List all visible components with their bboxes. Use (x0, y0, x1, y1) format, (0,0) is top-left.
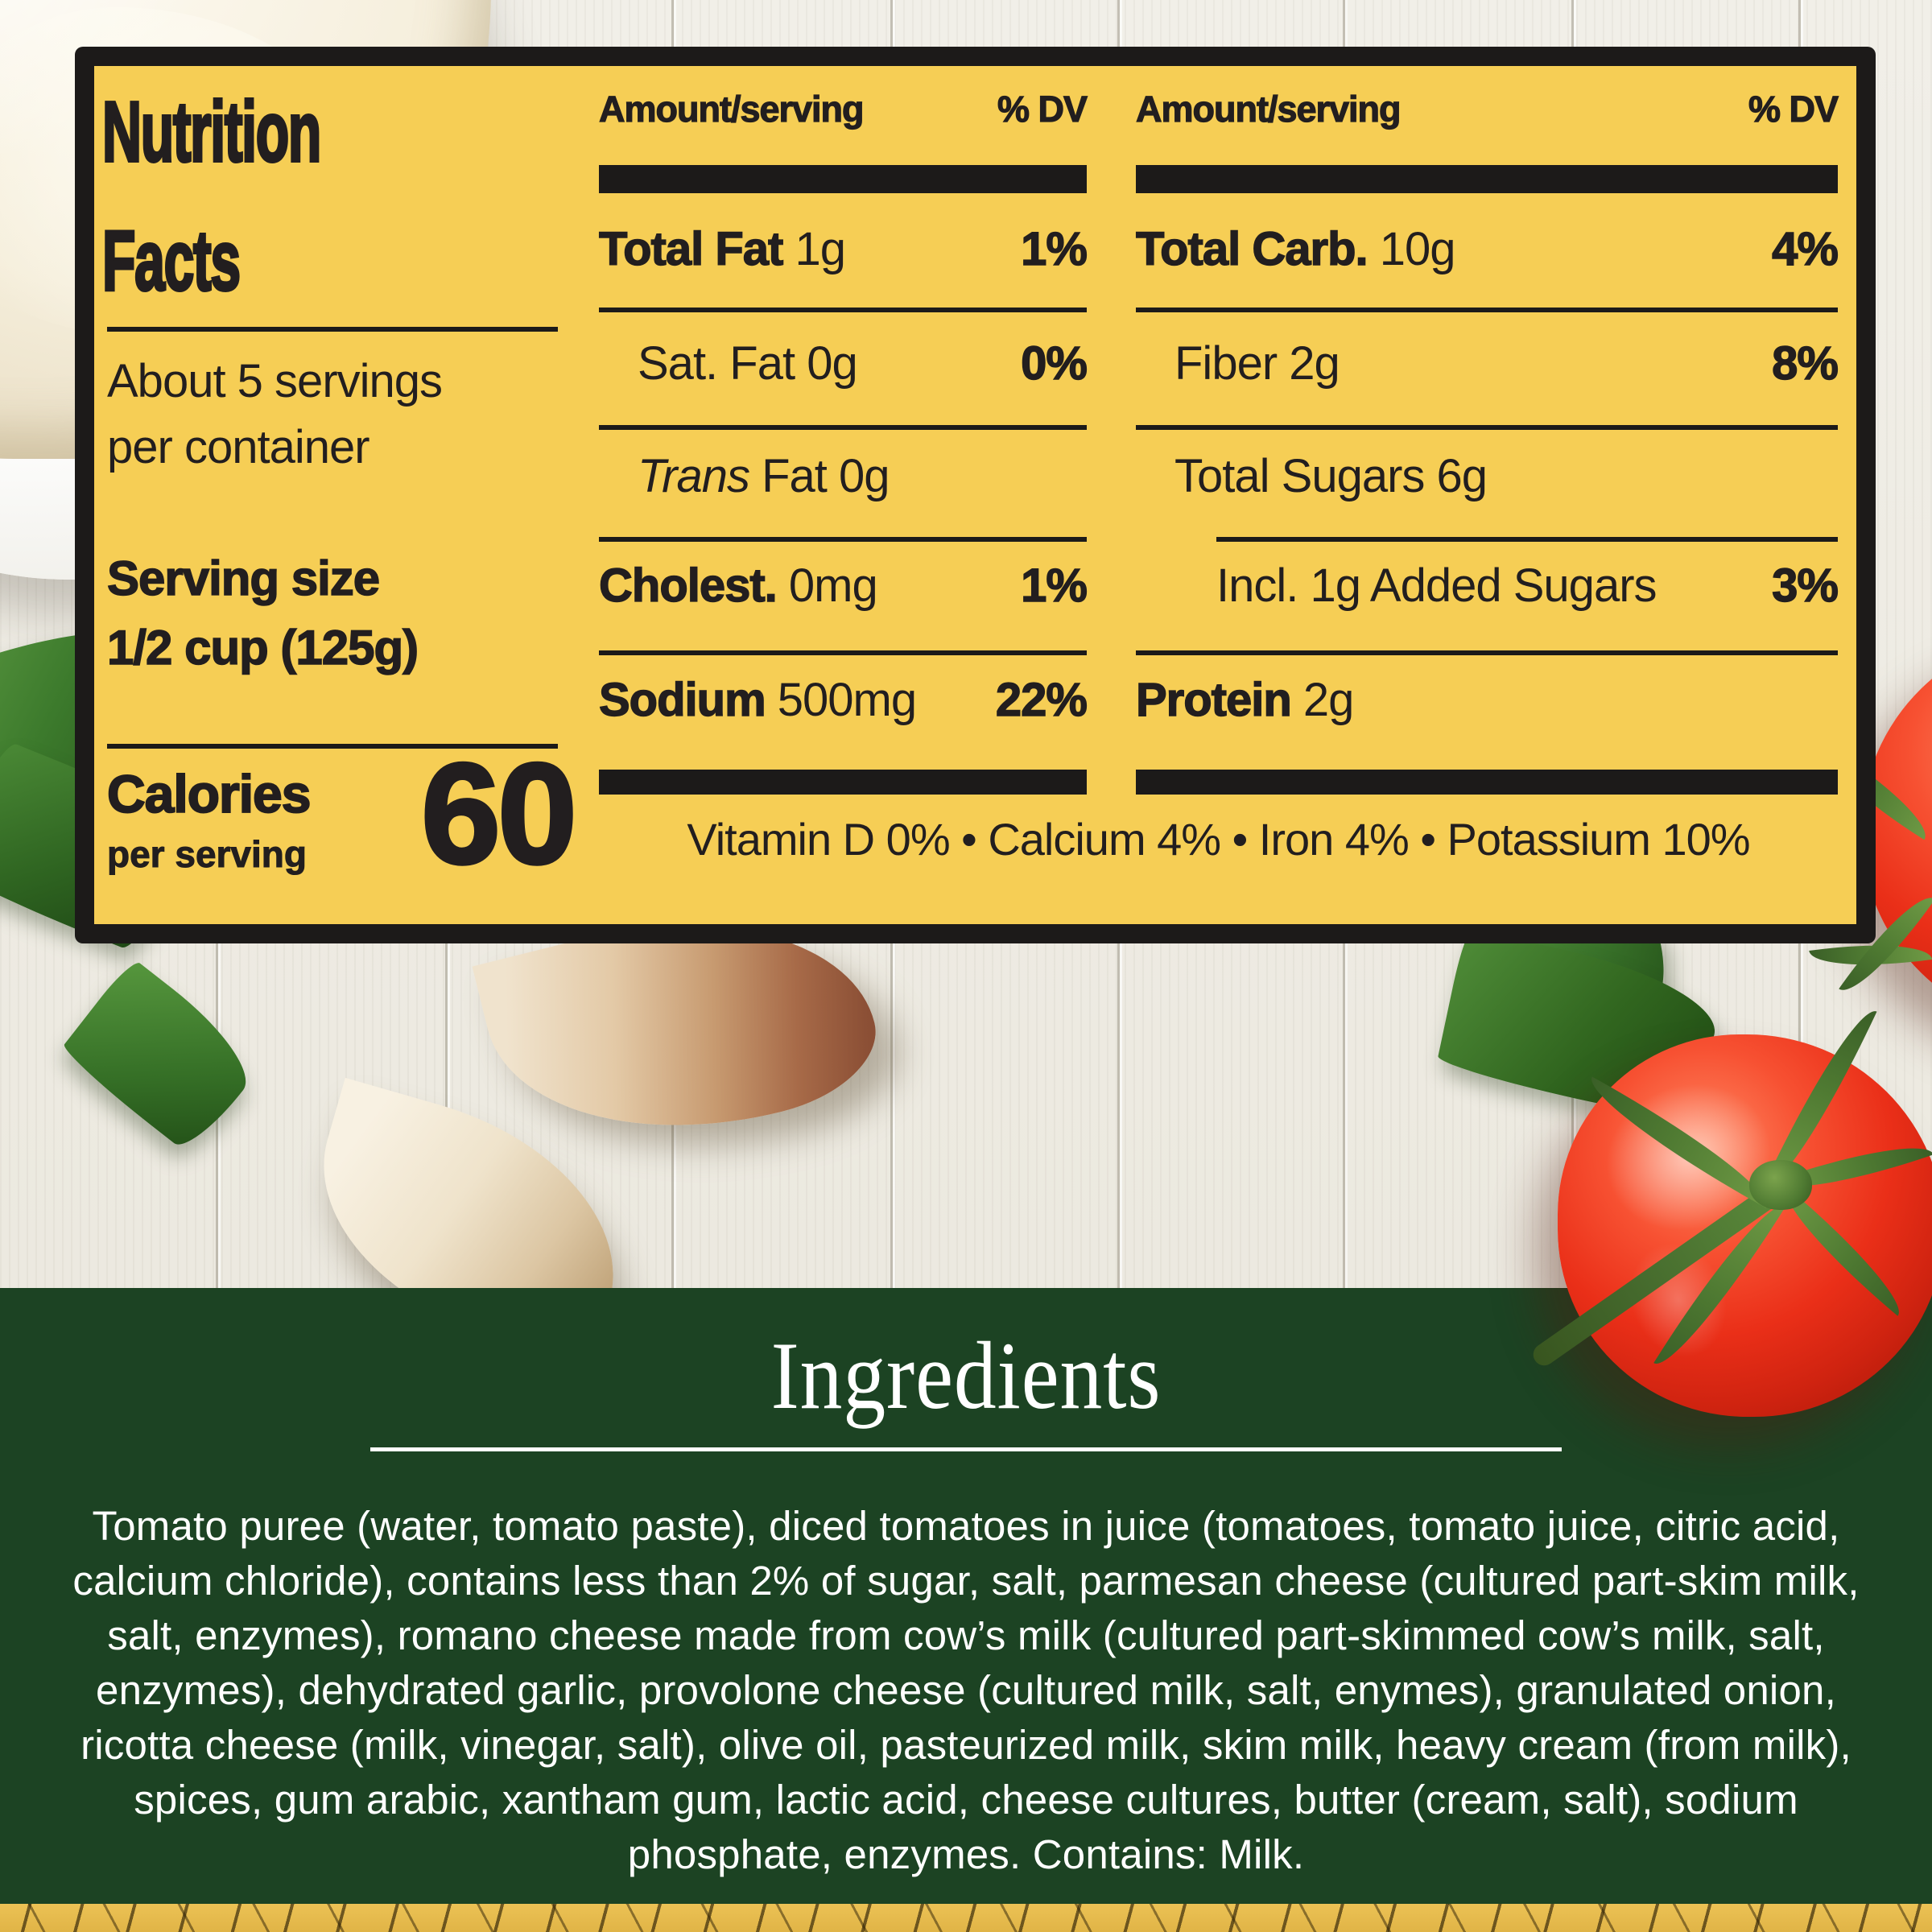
column-header: Amount/serving % DV (1135, 88, 1839, 130)
nutrient-row-total-sugars: Total Sugars 6g (1174, 450, 1488, 502)
calories-value: 60 (419, 732, 579, 895)
nutrient-row-protein: Protein 2g (1135, 673, 1354, 726)
divider (599, 650, 1087, 655)
nutrient-row-sodium: Sodium 500mg 22% (598, 673, 1088, 726)
nutrition-facts-title: Nutrition Facts (101, 68, 323, 325)
nutrition-facts-label: Nutrition Facts About 5 servings per con… (75, 47, 1876, 943)
thick-bar (1136, 165, 1838, 193)
servings-per-container: About 5 servings per container (107, 349, 443, 481)
nutrient-row-trans-fat: Trans Fat 0g (638, 450, 890, 502)
serving-size-value: 1/2 cup (125g) (106, 620, 419, 675)
wood-plank-seam (890, 0, 895, 1932)
percent-dv-header: % DV (1748, 88, 1839, 130)
divider (1136, 650, 1838, 655)
tomato-stem-knot-icon (1749, 1160, 1812, 1210)
nutrient-row-total-carb: Total Carb. 10g 4% (1135, 222, 1839, 275)
divider (107, 744, 558, 749)
servings-line-2: per container (107, 421, 370, 473)
divider (107, 327, 558, 332)
title-line-2: Facts (101, 212, 242, 310)
ingredients-divider (370, 1447, 1562, 1451)
nutrient-row-total-fat: Total Fat 1g 1% (598, 222, 1088, 275)
serving-size: Serving size 1/2 cup (125g) (106, 544, 419, 683)
basil-leaf-photo (58, 957, 266, 1157)
title-line-1: Nutrition (101, 83, 323, 181)
tomato-photo (1529, 999, 1932, 1417)
wood-plank-seam (1117, 0, 1122, 1932)
ingredients-title: Ingredients (770, 1322, 1162, 1429)
wood-plank-seam (1343, 0, 1348, 1932)
divider (599, 308, 1087, 312)
nutrient-row-cholesterol: Cholest. 0mg 1% (598, 559, 1088, 612)
vitamin-mineral-line: Vitamin D 0% • Calcium 4% • Iron 4% • Po… (687, 814, 1750, 865)
crackle-paint-strip (0, 1904, 1932, 1932)
servings-line-1: About 5 servings (107, 355, 443, 407)
wood-plank-seam (216, 0, 221, 1932)
amount-serving-header: Amount/serving (598, 88, 865, 130)
percent-dv-header: % DV (997, 88, 1088, 130)
nutrient-row-sat-fat: Sat. Fat 0g 0% (638, 336, 1088, 390)
divider (599, 425, 1087, 430)
ingredients-text: Tomato puree (water, tomato paste), dice… (72, 1503, 1860, 1877)
wood-plank-seam (1798, 0, 1803, 1932)
nutrient-row-added-sugars: Incl. 1g Added Sugars 3% (1216, 559, 1839, 612)
thick-bar (599, 770, 1087, 795)
ingredients-panel: Ingredients Tomato puree (water, tomato … (0, 1288, 1932, 1904)
divider-indented (1216, 537, 1838, 542)
calories-sublabel: per serving (107, 833, 308, 876)
divider (1136, 308, 1838, 312)
thick-bar (1136, 770, 1838, 795)
amount-serving-header: Amount/serving (1135, 88, 1402, 130)
wood-plank-seam (445, 0, 450, 1932)
divider (1136, 425, 1838, 430)
serving-size-label: Serving size (106, 551, 381, 606)
nutrient-row-fiber: Fiber 2g 8% (1174, 336, 1839, 390)
column-header: Amount/serving % DV (598, 88, 1088, 130)
thick-bar (599, 165, 1087, 193)
calories-label: Calories (106, 763, 312, 824)
divider (599, 537, 1087, 542)
